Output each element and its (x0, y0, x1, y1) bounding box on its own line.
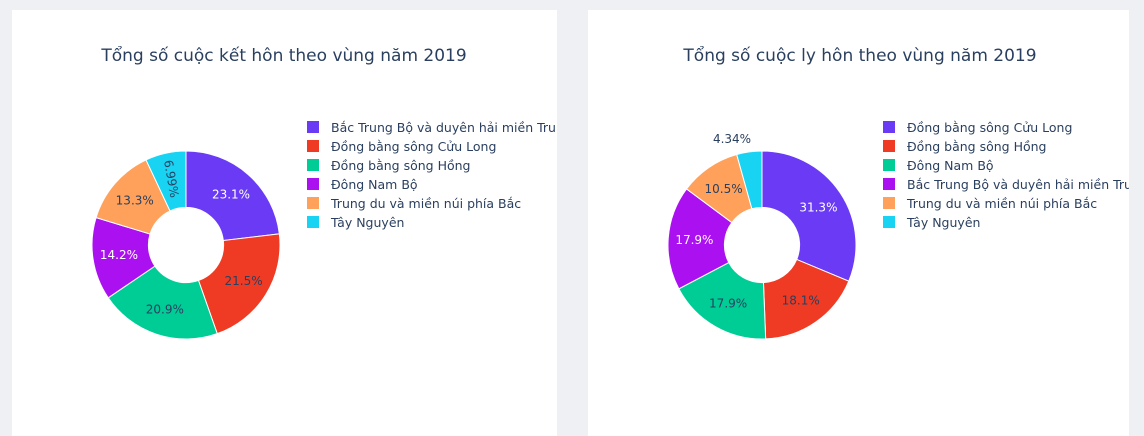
pie-slice[interactable] (761, 150, 857, 282)
slice-label: 21.5% (225, 274, 263, 288)
legend-swatch[interactable] (307, 121, 319, 133)
slice-label: 6.99% (161, 159, 181, 199)
pie-slice[interactable] (107, 265, 218, 340)
slice-label: 4.34% (713, 132, 751, 146)
chart-panel-marriage: Tổng số cuộc kết hôn theo vùng năm 2019 2… (12, 10, 557, 436)
legend-item[interactable]: Bắc Trung Bộ và duyên hải miền Trung (331, 120, 557, 135)
legend-swatch[interactable] (307, 216, 319, 228)
marriage-donut-chart: Tổng số cuộc kết hôn theo vùng năm 2019 2… (91, 45, 557, 340)
legend-item[interactable]: Đông Nam Bộ (331, 177, 418, 192)
legend-swatch[interactable] (307, 197, 319, 209)
slice-label: 31.3% (799, 200, 837, 214)
legend-swatch[interactable] (307, 159, 319, 171)
slice-label: 17.9% (709, 297, 747, 311)
legend-swatch[interactable] (307, 140, 319, 152)
pie-slice[interactable] (667, 188, 733, 290)
legend-item[interactable]: Trung du và miền núi phía Bắc (906, 196, 1097, 211)
legend-swatch[interactable] (883, 121, 895, 133)
legend-swatch[interactable] (883, 140, 895, 152)
legend-swatch[interactable] (883, 197, 895, 209)
slice-label: 13.3% (116, 194, 154, 208)
legend-item[interactable]: Đồng bằng sông Hồng (907, 139, 1046, 154)
divorce-donut-chart: Tổng số cuộc ly hôn theo vùng năm 2019 31… (667, 45, 1129, 340)
legend-swatch[interactable] (307, 178, 319, 190)
pie-slice[interactable] (678, 261, 767, 340)
legend-item[interactable]: Đồng bằng sông Cửu Long (907, 120, 1072, 135)
legend-item[interactable]: Bắc Trung Bộ và duyên hải miền Trung (907, 177, 1129, 192)
legend-item[interactable]: Đông Nam Bộ (907, 158, 994, 173)
slice-label: 14.2% (100, 248, 138, 262)
legend-item[interactable]: Tây Nguyên (906, 215, 980, 230)
legend-item[interactable]: Đồng bằng sông Cửu Long (331, 139, 496, 154)
pie-slice[interactable] (197, 233, 281, 335)
slice-label: 20.9% (146, 302, 184, 316)
slice-label: 10.5% (705, 182, 743, 196)
legend-item[interactable]: Đồng bằng sông Hồng (331, 158, 470, 173)
slice-label: 18.1% (782, 294, 820, 308)
pie-slice[interactable] (145, 150, 187, 212)
slice-label: 23.1% (212, 187, 250, 201)
legend-swatch[interactable] (883, 159, 895, 171)
pie-slice[interactable] (185, 150, 280, 242)
legend-swatch[interactable] (883, 216, 895, 228)
chart-title: Tổng số cuộc ly hôn theo vùng năm 2019 (682, 45, 1036, 66)
legend-item[interactable]: Trung du và miền núi phía Bắc (330, 196, 521, 211)
legend-swatch[interactable] (883, 178, 895, 190)
chart-title: Tổng số cuộc kết hôn theo vùng năm 2019 (100, 45, 466, 66)
legend-item[interactable]: Tây Nguyên (330, 215, 404, 230)
chart-panel-divorce: Tổng số cuộc ly hôn theo vùng năm 2019 31… (588, 10, 1129, 436)
pie-slice[interactable] (736, 150, 763, 210)
pie-slice[interactable] (762, 258, 850, 340)
slice-label: 17.9% (675, 233, 713, 247)
